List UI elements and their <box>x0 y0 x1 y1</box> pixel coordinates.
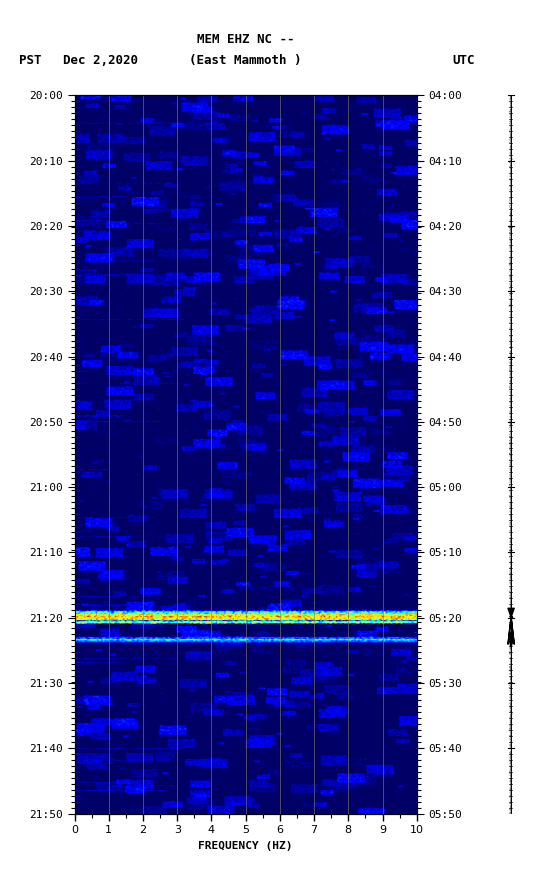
Text: PST: PST <box>19 54 42 67</box>
Text: USGS: USGS <box>20 11 58 23</box>
Text: UTC: UTC <box>453 54 475 67</box>
Text: MEM EHZ NC --: MEM EHZ NC -- <box>197 33 294 46</box>
Text: (East Mammoth ): (East Mammoth ) <box>189 54 302 67</box>
X-axis label: FREQUENCY (HZ): FREQUENCY (HZ) <box>198 841 293 851</box>
Text: Dec 2,2020: Dec 2,2020 <box>63 54 139 67</box>
